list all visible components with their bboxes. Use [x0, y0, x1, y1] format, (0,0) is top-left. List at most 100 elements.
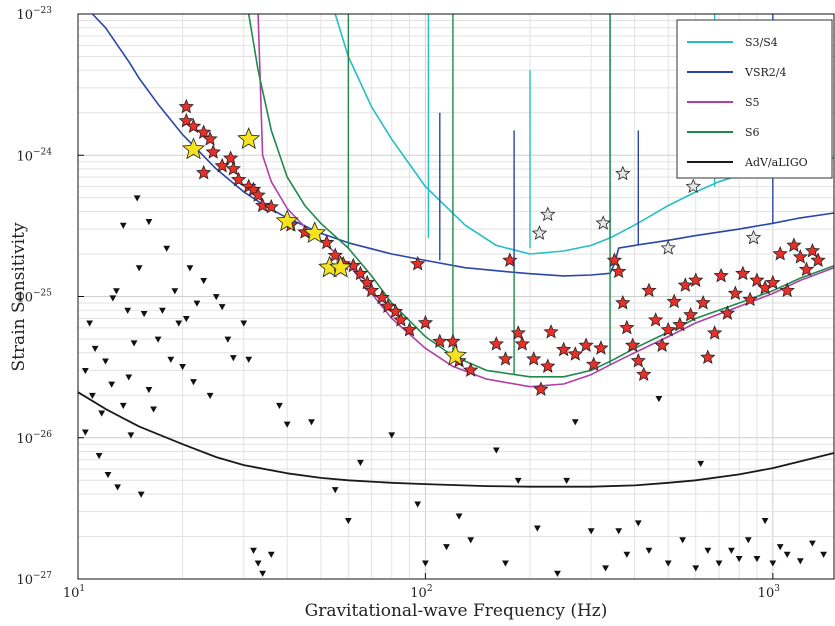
yellow-star-marker — [237, 127, 261, 149]
red-star-marker — [205, 144, 221, 159]
upper-limit-marker — [514, 477, 522, 485]
upper-limit-marker — [150, 406, 157, 413]
upper-limit-marker — [554, 570, 561, 577]
gray-star-marker — [595, 215, 611, 230]
upper-limit-marker — [86, 320, 94, 327]
red-star-marker — [786, 237, 802, 252]
upper-limit-marker — [135, 265, 143, 272]
upper-limit-marker — [91, 345, 99, 353]
upper-limit-marker — [769, 560, 777, 567]
upper-limit-marker — [102, 358, 109, 365]
upper-limit-marker — [735, 555, 743, 563]
red-star-marker — [666, 293, 682, 309]
y-tick-exponent: −27 — [33, 571, 52, 581]
red-star-marker — [765, 274, 781, 290]
gray-star-marker — [660, 240, 676, 255]
upper-limit-marker — [704, 547, 712, 554]
upper-limit-marker — [443, 544, 450, 551]
upper-limit-marker — [104, 472, 112, 479]
upper-limit-marker — [119, 402, 127, 409]
upper-limit-marker — [140, 310, 148, 318]
red-star-marker — [255, 197, 271, 213]
upper-limit-marker — [679, 537, 687, 544]
upper-limit-marker — [571, 419, 579, 426]
y-tick-exponent: −26 — [33, 430, 52, 440]
red-star-marker — [345, 257, 361, 273]
red-star-marker — [514, 336, 530, 351]
red-star-marker — [654, 337, 670, 352]
upper-limit-marker — [137, 491, 145, 498]
red-star-marker — [363, 282, 380, 298]
upper-limit-marker — [108, 381, 116, 388]
legend-label: S6 — [745, 126, 760, 139]
red-star-marker — [540, 358, 556, 373]
upper-limit-marker — [728, 547, 735, 554]
upper-limit-marker — [276, 402, 283, 409]
red-star-marker — [688, 272, 704, 287]
red-star-marker — [497, 351, 514, 366]
red-star-marker — [533, 381, 549, 396]
series-vsr2-4 — [91, 13, 835, 277]
upper-limit-marker — [623, 551, 631, 558]
upper-limit-marker — [692, 565, 700, 572]
upper-limit-marker — [664, 560, 672, 567]
red-star-marker — [606, 252, 623, 267]
red-star-marker — [779, 282, 795, 298]
red-star-marker — [647, 312, 664, 327]
upper-limit-marker — [331, 487, 339, 494]
upper-limit-marker — [267, 551, 275, 558]
red-star-marker — [636, 366, 652, 382]
y-tick-label: 10−23 — [16, 6, 52, 23]
upper-limit-marker — [634, 520, 642, 527]
red-star-marker — [798, 261, 815, 277]
series-s6 — [247, 13, 835, 378]
red-star-marker — [615, 294, 631, 310]
legend-label: S5 — [745, 96, 760, 109]
red-star-marker — [555, 341, 572, 357]
upper-limit-marker — [145, 387, 153, 394]
y-tick-label: 10−27 — [16, 571, 52, 588]
red-star-marker — [713, 267, 729, 283]
upper-limit-marker — [167, 356, 175, 363]
red-star-marker — [393, 312, 409, 327]
upper-limit-marker — [95, 453, 103, 460]
upper-limit-marker — [715, 560, 723, 567]
upper-limit-marker — [163, 245, 171, 252]
red-star-marker — [625, 337, 641, 352]
series-line — [77, 391, 835, 488]
upper-limit-marker — [615, 528, 623, 535]
upper-limit-marker — [193, 300, 201, 307]
legend-label: S3/S4 — [745, 36, 778, 49]
red-star-marker — [742, 291, 758, 307]
upper-limit-marker — [254, 560, 262, 567]
red-star-marker — [707, 325, 723, 340]
red-star-marker — [488, 336, 505, 351]
red-star-marker — [380, 298, 396, 313]
upper-limit-marker — [467, 537, 475, 544]
gray-star-marker — [685, 178, 701, 194]
y-tick-label: 10−24 — [16, 147, 52, 164]
red-star-marker — [223, 150, 239, 165]
legend-label: AdV/aLIGO — [744, 156, 808, 169]
legend-box — [676, 19, 833, 179]
upper-limit-marker — [212, 294, 220, 301]
red-star-marker — [641, 282, 657, 298]
red-star-marker — [502, 252, 518, 267]
series-line — [257, 13, 835, 388]
red-star-marker — [352, 265, 369, 281]
upper-limit-marker — [130, 340, 138, 347]
red-star-marker — [619, 319, 635, 335]
upper-limit-marker — [98, 410, 106, 417]
upper-limit-markers — [81, 195, 827, 577]
yellow-star-marker — [181, 137, 206, 160]
red-star-marker — [695, 294, 711, 310]
y-axis-title: Strain Sensitivity — [9, 222, 29, 371]
red-star-marker — [585, 356, 602, 372]
red-star-marker — [567, 346, 583, 361]
red-star-marker — [727, 285, 744, 301]
y-tick-exponent: −25 — [33, 289, 52, 299]
series-line — [247, 13, 835, 378]
upper-limit-marker — [602, 565, 609, 572]
red-star-marker — [610, 263, 627, 279]
